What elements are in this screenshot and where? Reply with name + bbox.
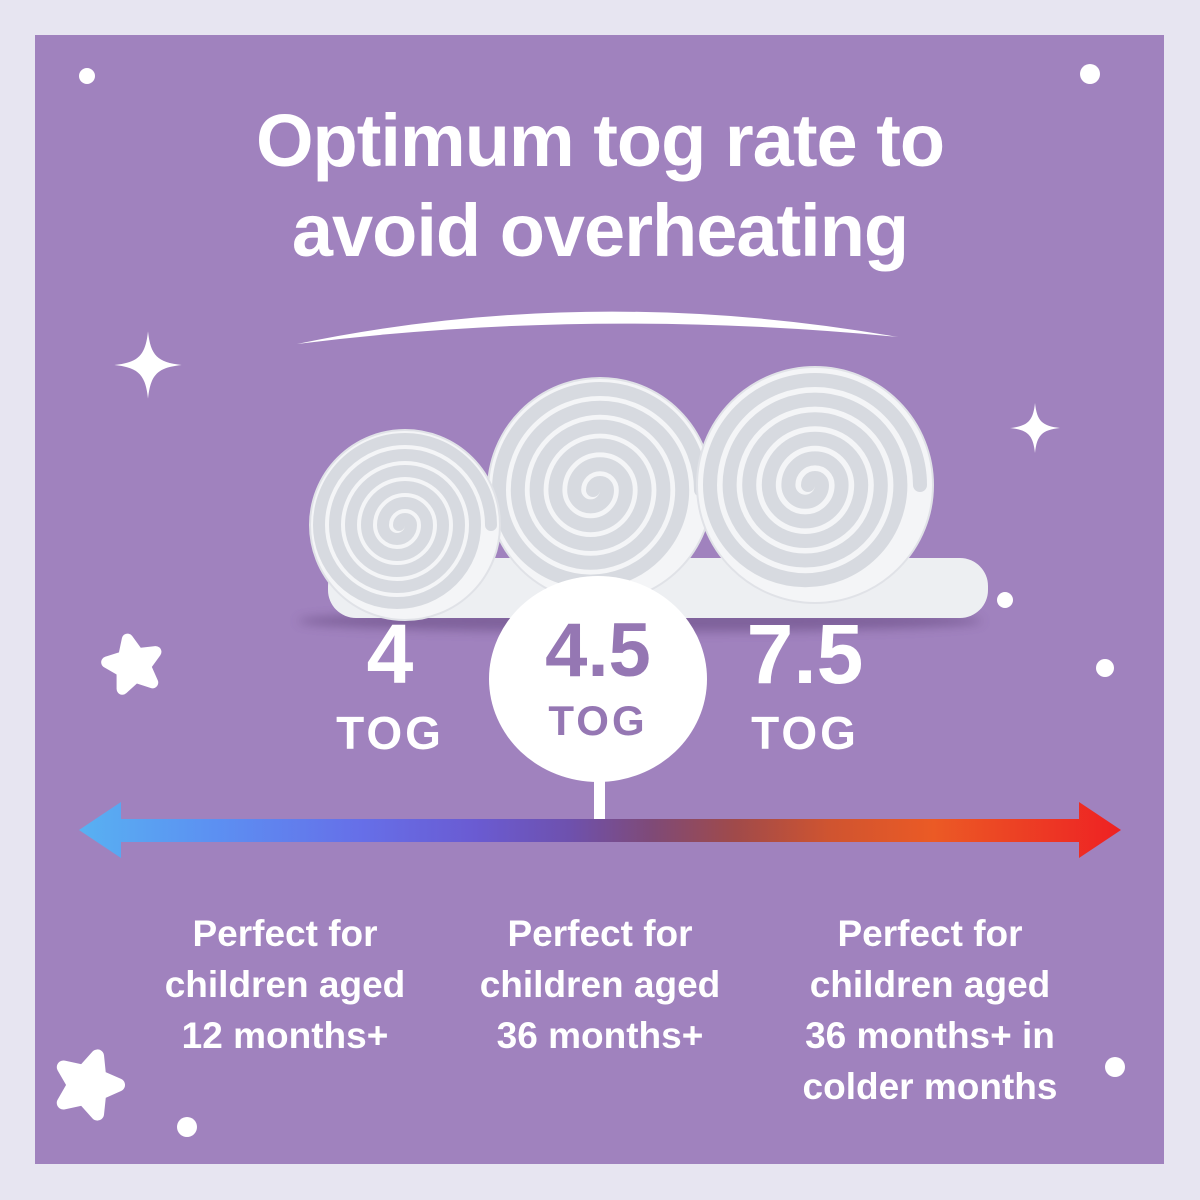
- description-line: Perfect for: [192, 913, 378, 954]
- description-line: Perfect for: [507, 913, 693, 954]
- badge-pointer-stem: [594, 774, 605, 819]
- page-title: Optimum tog rate to avoid overheating: [0, 96, 1200, 277]
- tog-4-5-value: 4.5: [545, 608, 651, 693]
- temperature-scale-arrow: [79, 802, 1121, 858]
- description-line: 12 months+: [181, 1015, 389, 1057]
- title-line-1: Optimum tog rate to: [255, 99, 945, 182]
- tog-label-4: 4 TOG: [285, 612, 495, 760]
- title-line-2: avoid overheating: [291, 189, 909, 273]
- tog-badge-4-5: 4.5 TOG: [489, 576, 707, 782]
- tog-7-5-unit: TOG: [751, 707, 859, 759]
- duvet-rolls-image: [298, 366, 988, 632]
- tog-4-unit: TOG: [336, 707, 444, 759]
- tog-4-value: 4: [366, 607, 414, 701]
- description-line: children aged: [479, 964, 721, 1006]
- description-line: children aged: [164, 964, 406, 1006]
- tog-label-7-5: 7.5 TOG: [700, 612, 910, 760]
- tog-4-5-unit: TOG: [548, 697, 648, 744]
- description-line: 36 months+ in: [805, 1015, 1055, 1057]
- description-line: colder months: [802, 1066, 1058, 1108]
- description-4-5-tog: Perfect for children aged 36 months+: [430, 908, 770, 1061]
- swoosh-underline: [297, 311, 898, 344]
- description-7-5-tog: Perfect for children aged 36 months+ in …: [755, 908, 1105, 1112]
- description-4-tog: Perfect for children aged 12 months+: [110, 908, 460, 1061]
- tog-7-5-value: 7.5: [746, 607, 864, 701]
- description-line: 36 months+: [496, 1015, 704, 1057]
- description-line: Perfect for: [837, 913, 1023, 954]
- description-line: children aged: [809, 964, 1051, 1006]
